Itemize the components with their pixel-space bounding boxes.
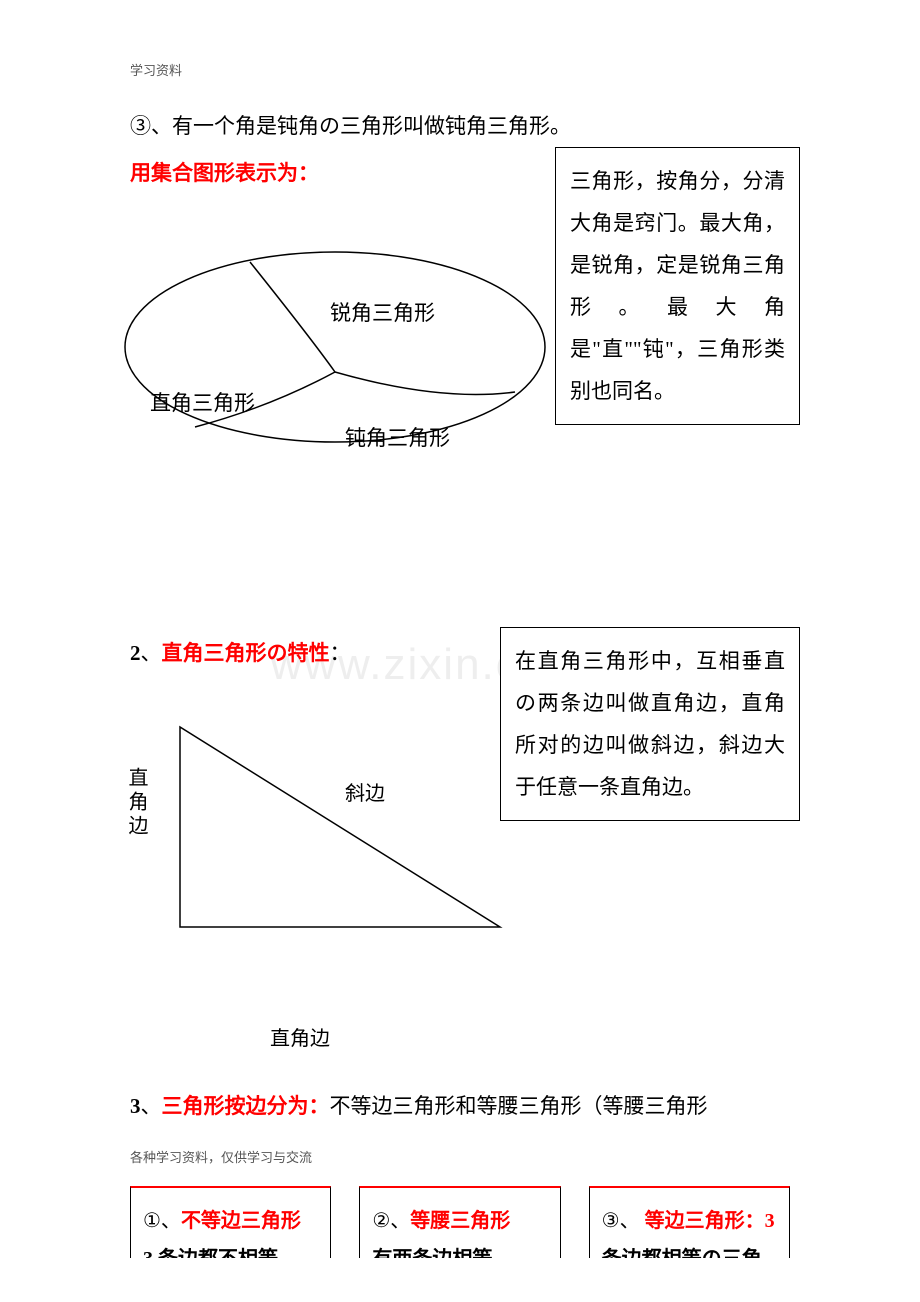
b3-red: 等边三角形：3 [640,1210,775,1232]
sec3-title-red: 三角形按边分为： [162,1094,330,1118]
line-obtuse-def: ③、有一个角是钝角の三角形叫做钝角三角形。 [130,107,790,147]
venn-label-right: 直角三角形 [150,387,255,417]
right-triangle-svg [170,717,530,947]
section-by-side: 3、三角形按边分为：不等边三角形和等腰三角形（等腰三角形 [130,1087,790,1127]
sec2-info-box: 在直角三角形中，互相垂直の两条边叫做直角边，直角所对的边叫做斜边，斜边大于任意一… [500,627,800,821]
b1-red: 不等边三角形 [181,1210,301,1232]
page-footer: 各种学习资料，仅供学习与交流 [130,1147,790,1166]
venn-info-box: 三角形，按角分，分清大角是窍门。最大角，是锐角，定是锐角三角形。最大角是"直""… [555,147,800,425]
sec3-rest: 不等边三角形和等腰三角形（等腰三角形 [330,1094,708,1118]
sec2-num: 2 [130,641,141,665]
bottom-box-2: ②、等腰三角形 有两条边相等 [359,1186,560,1258]
venn-diagram-area: 用集合图形表示为： 锐角三角形 直角三角形 钝角三角形 三角形，按角分，分清大角… [130,157,790,517]
b2-red: 等腰三角形 [410,1210,510,1232]
b1-rest: 3 条边都不相等 [143,1248,278,1258]
tri-label-hypotenuse: 斜边 [345,777,385,806]
b1-label: ①、 [143,1210,181,1232]
page-header: 学习资料 [130,60,790,79]
b2-label: ②、 [372,1210,410,1232]
b2-rest: 有两条边相等 [372,1248,492,1258]
right-triangle-shape [180,727,500,927]
bottom-boxes: ①、不等边三角形 3 条边都不相等 ②、等腰三角形 有两条边相等 ③、 等边三角… [130,1186,790,1258]
venn-label-obtuse: 钝角三角形 [345,422,450,452]
sec2-colon: ： [330,641,351,665]
tri-label-leg-vertical: 直角边 [122,767,151,839]
b3-label: ③、 [602,1210,640,1232]
tri-label-leg-horizontal: 直角边 [270,1022,330,1051]
venn-line-1 [250,262,335,372]
sec3-line: 3、三角形按边分为：不等边三角形和等腰三角形（等腰三角形 [130,1087,790,1127]
sec2-title-red: 直角三角形の特性 [162,641,330,665]
bottom-box-1: ①、不等边三角形 3 条边都不相等 [130,1186,331,1258]
section-right-triangle: 2、直角三角形の特性： 在直角三角形中，互相垂直の两条边叫做直角边，直角所对的边… [130,637,790,1077]
sec3-num: 3 [130,1094,141,1118]
bottom-box-3: ③、 等边三角形：3 条边都相等の三角 [589,1186,790,1258]
venn-label-acute: 锐角三角形 [330,297,435,327]
venn-svg [100,227,570,487]
venn-line-3 [335,372,515,395]
venn-title-text: 用集合图形表示为： [130,161,319,185]
b3-rest: 条边都相等の三角 [602,1248,762,1258]
